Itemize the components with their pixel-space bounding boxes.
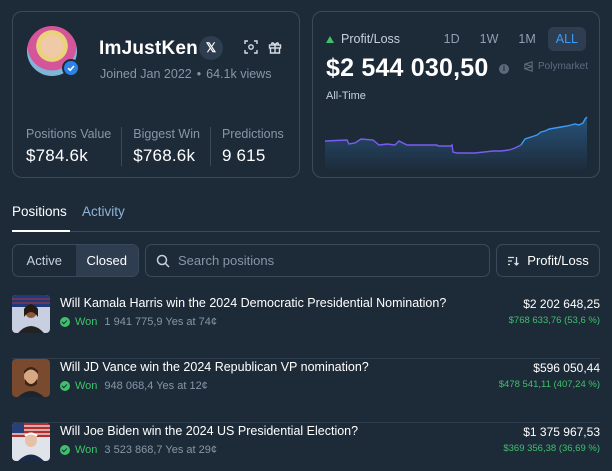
search-box — [145, 244, 490, 277]
username: ImJustKen — [99, 38, 198, 59]
chart-line-purple — [325, 138, 522, 154]
joined-date: Joined Jan 2022 — [100, 67, 192, 81]
market-thumbnail — [12, 295, 50, 333]
market-title[interactable]: Will Joe Biden win the 2024 US President… — [60, 424, 359, 438]
positions-activity-tabs: Positions Activity — [12, 198, 600, 232]
filter-closed-button[interactable]: Closed — [75, 245, 138, 276]
range-all[interactable]: ALL — [547, 27, 586, 51]
position-pnl: $369 356,38 (36,69 %) — [503, 443, 600, 454]
info-icon[interactable]: i — [499, 64, 509, 74]
position-result: Won 948 068,4 Yes at 12¢ — [60, 380, 208, 392]
position-result: Won 1 941 775,9 Yes at 74¢ — [60, 316, 217, 328]
position-value: $1 375 967,53 — [523, 425, 600, 439]
position-pnl: $768 633,76 (53,6 %) — [508, 315, 600, 326]
profit-loss-header: Profit/Loss — [326, 32, 400, 46]
filter-active-button[interactable]: Active — [26, 253, 62, 268]
range-1w[interactable]: 1W — [479, 32, 499, 46]
profile-card: ImJustKen 𝕏 Joined Jan 2022 • 64.1k views … — [12, 11, 300, 178]
trend-up-icon — [326, 35, 334, 43]
position-row[interactable]: Will Joe Biden win the 2024 US President… — [12, 423, 600, 471]
tab-activity[interactable]: Activity — [82, 204, 125, 219]
position-value: $596 050,44 — [533, 361, 600, 375]
stat-biggest-win: Biggest Win $768.6k — [121, 127, 210, 166]
search-input[interactable] — [178, 253, 478, 268]
position-row[interactable]: Will JD Vance win the 2024 Republican VP… — [12, 359, 600, 423]
market-thumbnail — [12, 423, 50, 461]
stat-value: 9 615 — [221, 146, 266, 165]
profit-loss-card: Profit/Loss 1D 1W 1M ALL $2 544 030,50 i… — [312, 11, 600, 178]
tab-positions[interactable]: Positions — [12, 204, 67, 219]
chart-line-blue — [520, 116, 588, 146]
polymarket-brand: Polymarket — [523, 61, 588, 72]
period-label: All-Time — [326, 90, 366, 102]
active-tab-indicator — [12, 230, 70, 232]
position-detail: 3 523 868,7 Yes at 29¢ — [104, 444, 217, 456]
profit-loss-label: Profit/Loss — [341, 32, 401, 46]
profile-stats: Positions Value $784.6k Biggest Win $768… — [26, 127, 294, 166]
market-title[interactable]: Will Kamala Harris win the 2024 Democrat… — [60, 296, 447, 310]
range-1m[interactable]: 1M — [518, 32, 536, 46]
profit-loss-value: $2 544 030,50 — [326, 54, 489, 82]
stat-value: $784.6k — [26, 146, 88, 165]
gift-icon[interactable] — [267, 39, 283, 55]
result-status: Won — [75, 316, 98, 328]
chart-area — [325, 117, 587, 171]
polymarket-logo-icon — [524, 61, 533, 72]
x-profile-link-icon[interactable]: 𝕏 — [199, 36, 223, 60]
brand-name: Polymarket — [538, 61, 589, 72]
profile-meta: Joined Jan 2022 • 64.1k views — [100, 67, 272, 81]
stat-value: $768.6k — [133, 146, 196, 165]
stat-predictions: Predictions 9 615 — [209, 127, 294, 166]
stat-label: Positions Value — [26, 127, 112, 141]
position-detail: 1 941 775,9 Yes at 74¢ — [104, 316, 217, 328]
market-thumbnail — [12, 359, 50, 397]
won-check-icon — [60, 381, 70, 391]
won-check-icon — [60, 445, 70, 455]
position-detail: 948 068,4 Yes at 12¢ — [104, 380, 208, 392]
sort-icon — [508, 256, 520, 266]
position-result: Won 3 523 868,7 Yes at 29¢ — [60, 444, 217, 456]
avatar[interactable] — [27, 26, 80, 77]
position-pnl: $478 541,11 (407,24 %) — [498, 379, 600, 390]
result-status: Won — [75, 444, 98, 456]
verified-badge-icon — [62, 59, 80, 77]
range-1d[interactable]: 1D — [443, 32, 460, 46]
time-range-selector: 1D 1W 1M ALL — [436, 27, 586, 51]
stat-positions-value: Positions Value $784.6k — [26, 127, 121, 166]
stat-label: Biggest Win — [133, 127, 200, 141]
position-row[interactable]: Will Kamala Harris win the 2024 Democrat… — [12, 295, 600, 359]
status-toggle: Active Closed — [12, 244, 139, 277]
result-status: Won — [75, 380, 98, 392]
profit-loss-chart — [325, 116, 588, 171]
sort-label: Profit/Loss — [527, 253, 589, 268]
search-icon — [156, 254, 170, 268]
position-value: $2 202 648,25 — [523, 297, 600, 311]
won-check-icon — [60, 317, 70, 327]
view-count: 64.1k views — [206, 67, 272, 81]
scan-icon[interactable] — [243, 39, 259, 55]
stat-label: Predictions — [221, 127, 284, 141]
market-title[interactable]: Will JD Vance win the 2024 Republican VP… — [60, 360, 369, 374]
sort-button[interactable]: Profit/Loss — [496, 244, 600, 277]
